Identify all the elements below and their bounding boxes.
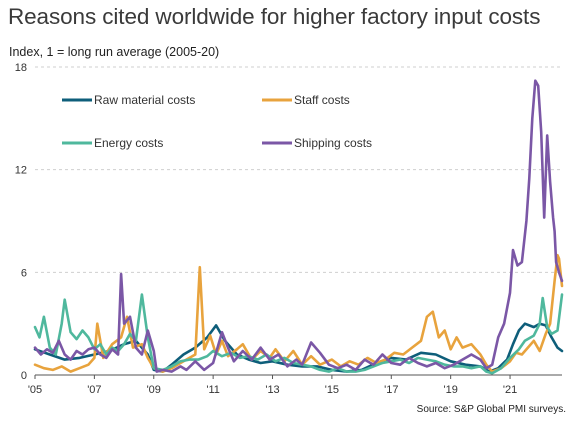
legend-label-shipping-costs: Shipping costs bbox=[294, 136, 372, 150]
x-tick-label: '13 bbox=[265, 384, 279, 396]
y-tick-label: 0 bbox=[21, 370, 27, 382]
y-axis-label: Index, 1 = long run average (2005-20) bbox=[9, 45, 220, 59]
y-tick-label: 18 bbox=[15, 62, 27, 74]
x-tick-label: '11 bbox=[206, 384, 220, 396]
x-tick-label: '09 bbox=[147, 384, 161, 396]
x-tick-label: '05 bbox=[28, 384, 42, 396]
x-tick-label: '07 bbox=[87, 384, 101, 396]
y-tick-label: 6 bbox=[21, 267, 27, 279]
x-tick-label: '15 bbox=[325, 384, 339, 396]
gridlines bbox=[35, 66, 562, 273]
legend-label-energy-costs: Energy costs bbox=[94, 136, 163, 150]
source-note: Source: S&P Global PMI surveys. bbox=[416, 404, 566, 415]
series-line-energy-costs bbox=[33, 293, 564, 375]
chart-title: Reasons cited worldwide for higher facto… bbox=[8, 4, 541, 29]
x-tick-label: '21 bbox=[503, 384, 517, 396]
legend-label-raw-material-costs: Raw material costs bbox=[94, 93, 195, 107]
series-line-shipping-costs bbox=[33, 79, 564, 373]
legend: Raw material costs Staff costs Energy cost… bbox=[62, 93, 372, 150]
axes: 0 6 12 18 '05 '07 '09 '11 '13 '15 '17 '19 '21 bbox=[15, 62, 562, 396]
y-tick-label: 12 bbox=[15, 165, 27, 177]
x-tick-label: '17 bbox=[384, 384, 398, 396]
x-tick-label: '19 bbox=[443, 384, 457, 396]
series-lines bbox=[33, 79, 564, 375]
legend-label-staff-costs: Staff costs bbox=[294, 93, 350, 107]
